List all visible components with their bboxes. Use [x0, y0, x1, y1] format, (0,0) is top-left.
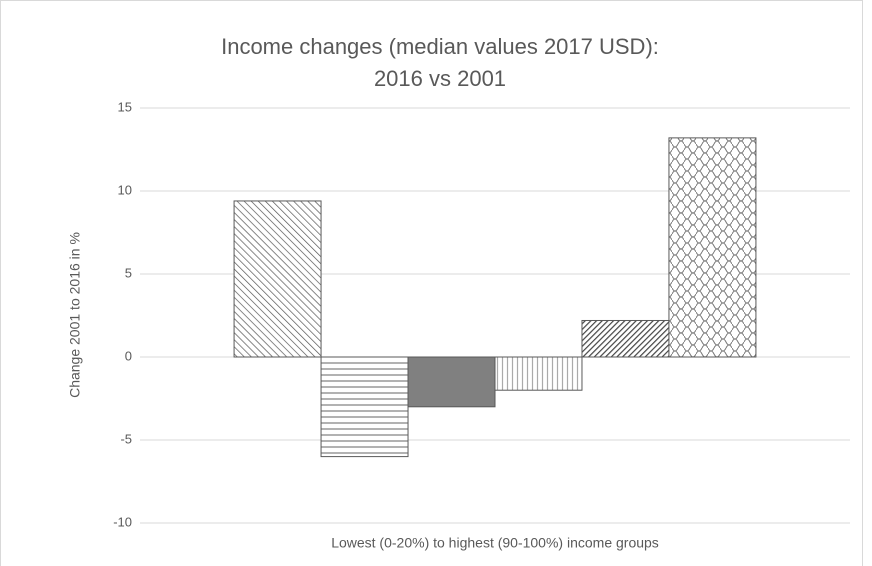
y-tick-label: 5 — [125, 265, 132, 280]
y-tick-label: -10 — [113, 514, 132, 529]
bar — [494, 356, 583, 391]
bar — [581, 319, 670, 358]
bar — [668, 137, 757, 358]
y-tick-label: -5 — [120, 431, 132, 446]
chart-title: Income changes (median values 2017 USD): — [221, 34, 659, 59]
y-tick-label: 0 — [125, 348, 132, 363]
bar — [233, 200, 322, 358]
y-tick-label: 15 — [118, 99, 132, 114]
bar — [407, 356, 496, 408]
chart-title: 2016 vs 2001 — [374, 66, 506, 91]
x-axis-label: Lowest (0-20%) to highest (90-100%) inco… — [331, 535, 659, 551]
y-tick-label: 10 — [118, 182, 132, 197]
y-axis-label: Change 2001 to 2016 in % — [67, 232, 83, 398]
bar — [320, 356, 409, 458]
